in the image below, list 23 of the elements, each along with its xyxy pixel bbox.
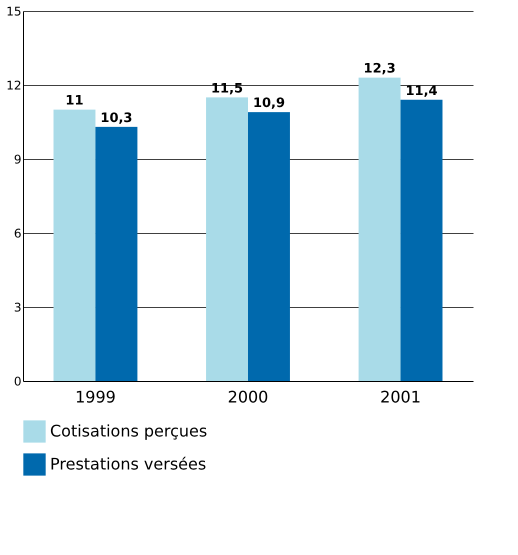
data-label: 10,9 xyxy=(252,96,286,112)
data-label: 11,4 xyxy=(405,84,438,99)
data-label: 12,3 xyxy=(364,62,396,77)
legend-label: Cotisations perçues xyxy=(50,422,208,440)
x-tick-label: 1999 xyxy=(75,388,116,406)
x-tick-label: 2000 xyxy=(228,388,268,406)
bar xyxy=(206,97,248,381)
legend-label: Prestations versées xyxy=(50,454,206,474)
bar xyxy=(358,78,401,381)
y-tick-label: 12 xyxy=(6,78,22,92)
bar xyxy=(400,100,442,381)
bar xyxy=(95,126,138,381)
data-label: 11 xyxy=(65,94,84,109)
x-tick-label: 2001 xyxy=(380,388,421,406)
bar xyxy=(54,110,96,381)
y-tick-label: 15 xyxy=(6,4,22,18)
bar xyxy=(248,112,290,381)
y-tick-label: 9 xyxy=(14,152,22,166)
y-tick-label: 6 xyxy=(14,226,22,240)
y-tick-label: 3 xyxy=(14,300,22,314)
y-tick-label: 0 xyxy=(14,374,22,388)
data-label: 10,3 xyxy=(100,110,132,126)
data-label: 11,5 xyxy=(210,81,244,96)
